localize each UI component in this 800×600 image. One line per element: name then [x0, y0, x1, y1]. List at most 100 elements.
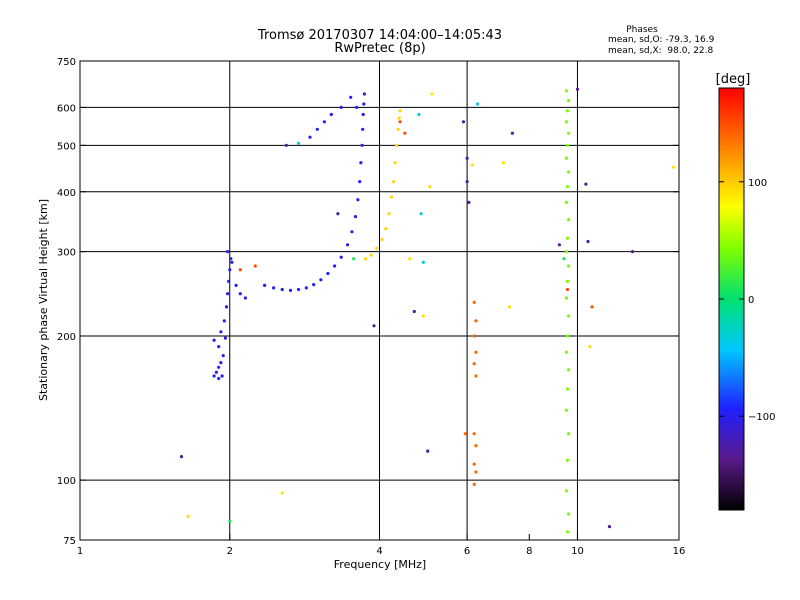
x-tick-label: 8	[526, 546, 532, 557]
data-point	[272, 286, 276, 290]
x-tick-label: 6	[464, 546, 470, 557]
data-point	[333, 264, 337, 268]
data-point	[412, 309, 416, 314]
data-point	[253, 264, 257, 268]
data-point	[398, 109, 402, 113]
data-point	[567, 314, 571, 318]
data-point	[361, 112, 365, 117]
data-point	[472, 334, 476, 338]
data-point	[229, 257, 233, 261]
x-axis-label: Frequency [MHz]	[334, 558, 426, 571]
gridlines	[80, 61, 679, 540]
data-point	[557, 243, 562, 247]
data-point	[567, 217, 571, 222]
data-point	[212, 338, 216, 342]
data-point	[219, 361, 223, 365]
data-point	[398, 120, 402, 124]
data-point	[339, 105, 343, 109]
data-point	[217, 345, 221, 349]
data-point	[564, 120, 569, 124]
data-point	[564, 350, 569, 354]
data-point	[474, 374, 478, 378]
data-point	[426, 449, 430, 453]
data-point	[234, 283, 238, 287]
data-point	[564, 156, 569, 160]
y-tick-label: 400	[57, 188, 76, 199]
data-point	[630, 250, 635, 254]
data-point	[397, 116, 401, 120]
data-point	[463, 432, 467, 436]
data-point	[474, 350, 478, 354]
data-point	[421, 314, 425, 318]
data-point	[607, 525, 612, 529]
data-point	[219, 330, 223, 334]
data-point	[567, 368, 571, 372]
data-point	[349, 95, 353, 99]
colorbar-tick-label: 0	[748, 295, 754, 306]
data-point	[390, 195, 394, 199]
data-point	[565, 236, 570, 240]
data-point	[393, 161, 397, 165]
data-point	[186, 514, 190, 519]
data-point	[220, 374, 224, 378]
data-point	[280, 287, 284, 292]
data-point	[586, 239, 590, 244]
chart-title: Tromsø 20170307 14:04:00–14:05:43	[257, 28, 502, 43]
data-point	[472, 300, 476, 304]
data-point	[567, 131, 571, 135]
data-point	[356, 198, 360, 202]
data-point	[470, 163, 474, 167]
data-point	[312, 283, 316, 287]
data-point	[392, 180, 396, 184]
data-point	[465, 156, 469, 160]
data-point	[369, 253, 373, 257]
data-point	[358, 180, 362, 184]
data-point	[428, 185, 432, 189]
data-point	[403, 131, 407, 135]
data-point	[360, 143, 364, 147]
colorbar-tick-label: 100	[748, 178, 767, 189]
data-point	[217, 365, 221, 369]
data-point	[562, 257, 566, 261]
axis-ticks: 1 2 4 6 8 10 16 75 100 200 300 400 500 600 750	[57, 57, 685, 557]
data-point	[567, 99, 571, 103]
data-point	[567, 170, 571, 174]
data-point	[359, 161, 363, 165]
data-point	[501, 161, 506, 165]
x-tick-label: 1	[77, 546, 83, 557]
data-point	[350, 230, 354, 234]
data-point	[224, 305, 229, 309]
data-point	[355, 105, 359, 109]
data-point	[223, 336, 227, 340]
data-point	[565, 334, 570, 338]
data-point	[465, 180, 469, 184]
data-point	[396, 127, 400, 131]
data-point	[565, 387, 570, 391]
data-point	[384, 227, 388, 231]
data-point	[507, 305, 512, 309]
data-point	[361, 127, 365, 131]
data-point	[214, 370, 218, 374]
data-point	[345, 243, 350, 247]
data-point	[395, 143, 399, 147]
stats-header: Phases	[626, 25, 658, 35]
data-point	[417, 112, 421, 117]
data-point	[212, 374, 216, 378]
data-point	[461, 120, 466, 124]
data-point	[362, 102, 366, 106]
data-point	[564, 489, 569, 493]
data-point	[565, 143, 570, 147]
data-point	[430, 92, 434, 96]
data-point	[671, 165, 676, 169]
data-point	[352, 257, 356, 261]
y-axis-label: Stationary phase Virtual Height [km]	[37, 199, 50, 401]
data-point	[226, 250, 230, 254]
data-point	[280, 491, 284, 495]
data-point	[564, 250, 569, 254]
data-point	[564, 89, 569, 93]
y-tick-label: 200	[57, 332, 76, 343]
data-point	[565, 185, 570, 189]
data-point	[476, 102, 480, 106]
data-point	[564, 408, 569, 412]
